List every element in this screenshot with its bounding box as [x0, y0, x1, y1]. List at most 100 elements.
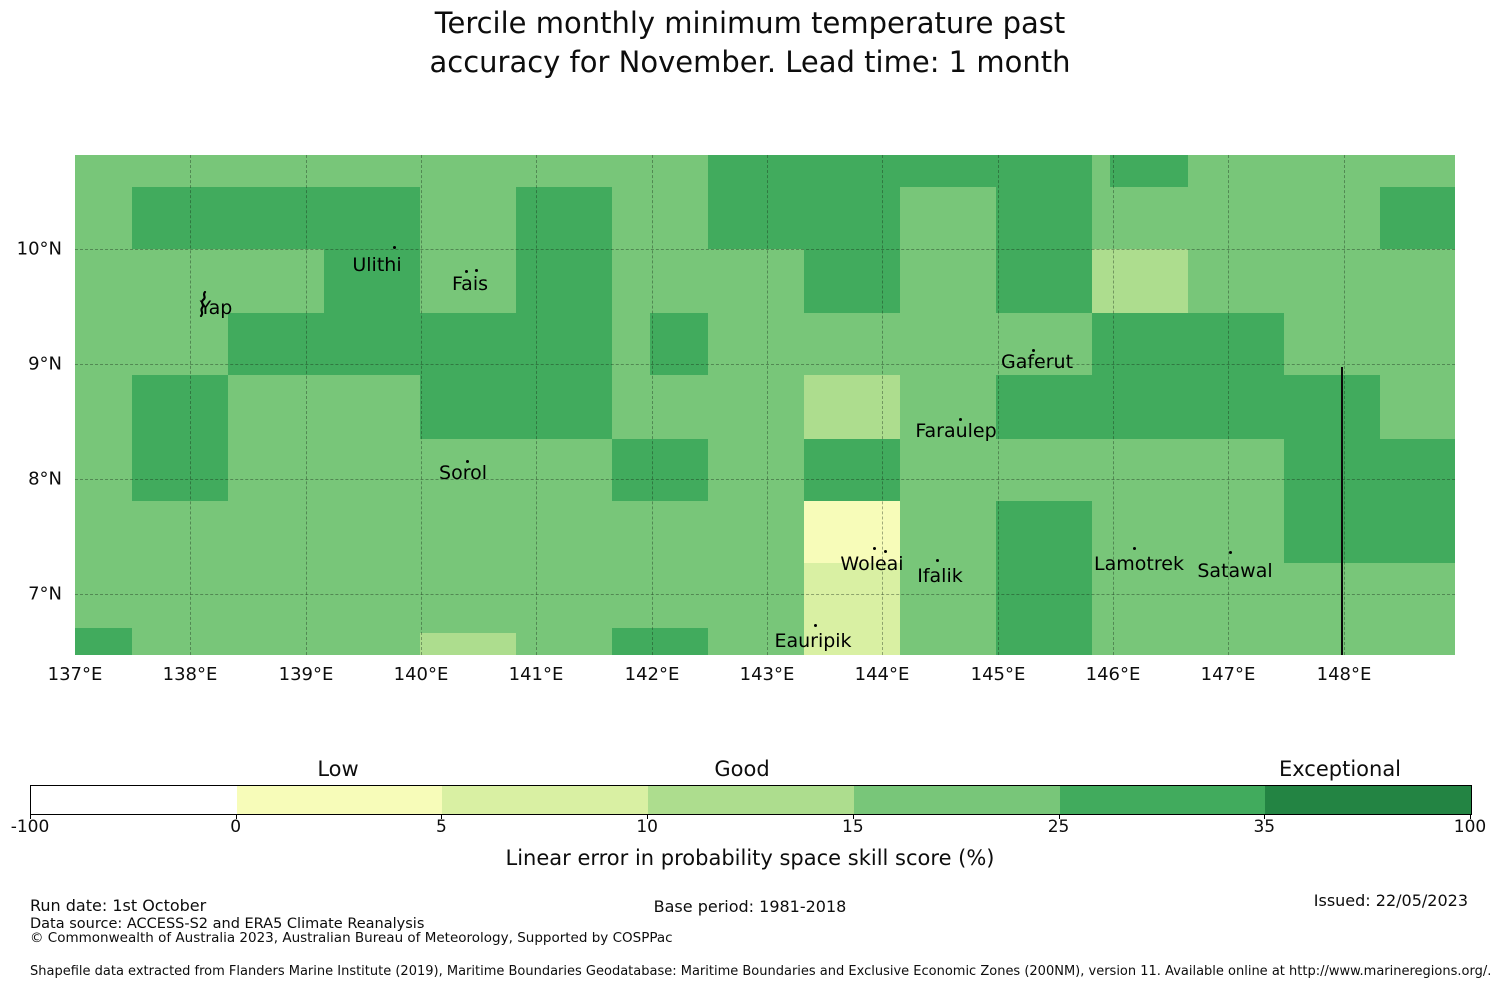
map-cell — [804, 249, 900, 313]
colorbar-segment — [1059, 786, 1266, 814]
issued-text: Issued: 22/05/2023 — [1313, 891, 1468, 910]
map-cell — [1092, 313, 1284, 375]
island-label-fais: Fais — [451, 273, 489, 295]
colorbar-tick-mark — [441, 814, 443, 819]
x-tick-label: 145°E — [970, 664, 1026, 685]
island-dot-eauripik — [814, 624, 817, 627]
x-tick-label: 140°E — [393, 664, 449, 685]
island-label-ulithi: Ulithi — [352, 254, 402, 276]
map-cell — [324, 249, 420, 313]
gridline-vertical — [536, 155, 537, 655]
island-dot-fais — [475, 269, 478, 272]
colorbar-segment — [442, 786, 649, 814]
map-cell — [1380, 187, 1455, 249]
island-dot-lamotrek — [1133, 547, 1136, 550]
map-cell — [132, 187, 420, 249]
colorbar-tick-label: 35 — [1253, 817, 1276, 837]
island-label-lamotrek: Lamotrek — [1094, 553, 1184, 575]
x-tick-label: 144°E — [854, 664, 910, 685]
y-tick-label: 10°N — [16, 238, 62, 260]
map-cell — [420, 375, 612, 439]
map-cell — [804, 439, 900, 501]
map-cell — [708, 155, 900, 249]
colorbar-tick-label: 25 — [1047, 817, 1070, 837]
island-dot-fais — [465, 270, 468, 273]
colorbar-tick-mark — [1470, 814, 1471, 819]
map-cell — [612, 628, 708, 655]
colorbar-tick-label: 15 — [842, 817, 864, 837]
island-label-yap: Yap — [199, 297, 233, 319]
colorbar-segment — [648, 786, 854, 814]
colorbar-tick-mark — [30, 814, 31, 819]
island-label-eauripik: Eauripik — [774, 630, 852, 652]
y-tick-label: 7°N — [28, 583, 62, 605]
gridline-horizontal — [75, 594, 1455, 595]
island-dot-satawal — [1229, 551, 1232, 554]
gridline-horizontal — [75, 249, 1455, 250]
island-label-ifalik: Ifalik — [917, 565, 963, 587]
map-cell — [1092, 249, 1188, 313]
colorbar-tick-label: -100 — [10, 817, 50, 837]
map-cell — [132, 375, 228, 501]
gridline-vertical — [1228, 155, 1229, 655]
colorbar-category-label: Good — [714, 757, 770, 781]
x-tick-label: 147°E — [1200, 664, 1256, 685]
colorbar-tick-mark — [852, 814, 854, 819]
map-cell — [996, 501, 1092, 655]
gridline-vertical — [652, 155, 653, 655]
island-dot-woleai — [873, 547, 876, 550]
colorbar-tick-mark — [1058, 814, 1060, 819]
colorbar-tick-mark — [235, 814, 237, 819]
colorbar-caption: Linear error in probability space skill … — [505, 846, 995, 870]
x-tick-label: 141°E — [508, 664, 564, 685]
x-tick-label: 139°E — [278, 664, 334, 685]
y-tick-label: 8°N — [28, 468, 62, 490]
map-cell — [996, 375, 1380, 439]
colorbar-segment — [236, 786, 443, 814]
y-tick-label: 9°N — [28, 353, 62, 375]
map-cell — [650, 313, 708, 375]
x-tick-label: 146°E — [1085, 664, 1141, 685]
map-cell — [1284, 439, 1455, 563]
map-cell — [228, 313, 612, 375]
map-cell — [612, 439, 708, 501]
colorbar-tick-label: 5 — [436, 817, 447, 837]
shapefile-text: Shapefile data extracted from Flanders M… — [30, 964, 1492, 979]
gridline-vertical — [1113, 155, 1114, 655]
island-label-satawal: Satawal — [1197, 560, 1273, 582]
yap-island-shape — [195, 290, 213, 318]
map-canvas: Yap Ulithi Fais Sorol Gaferut Faraulep Woleai I… — [75, 155, 1455, 655]
map-cell — [900, 155, 996, 187]
colorbar-tick-mark — [647, 814, 649, 819]
map-cell — [75, 628, 132, 655]
colorbar — [30, 785, 1472, 815]
x-tick-label: 148°E — [1316, 664, 1372, 685]
gridline-vertical — [190, 155, 191, 655]
map-cell — [420, 633, 516, 655]
gridline-vertical — [998, 155, 999, 655]
colorbar-tick-label: 10 — [636, 817, 658, 837]
gridline-horizontal — [75, 479, 1455, 480]
base-period-text: Base period: 1981-2018 — [653, 897, 847, 916]
colorbar-segment — [31, 786, 237, 814]
island-dot-faraulep — [959, 418, 962, 421]
chart-title: Tercile monthly minimum temperature past… — [0, 4, 1500, 82]
run-date-text: Run date: 1st October — [30, 896, 207, 915]
eez-boundary-line — [1341, 367, 1343, 655]
island-label-faraulep: Faraulep — [915, 420, 997, 442]
gridline-horizontal — [75, 364, 1455, 365]
gridline-vertical — [421, 155, 422, 655]
gridline-vertical — [767, 155, 768, 655]
x-tick-label: 138°E — [162, 664, 218, 685]
chart-title-line2: accuracy for November. Lead time: 1 mont… — [429, 45, 1071, 79]
colorbar-tick-label: 0 — [230, 817, 242, 837]
colorbar-category-label: Low — [317, 757, 359, 781]
island-label-sorol: Sorol — [439, 462, 487, 484]
x-tick-label: 137°E — [47, 664, 103, 685]
gridline-vertical — [1344, 155, 1345, 655]
colorbar-tick-mark — [1264, 814, 1266, 819]
island-dot-sorol — [466, 460, 469, 463]
island-dot-gaferut — [1032, 349, 1035, 352]
colorbar-segment — [853, 786, 1060, 814]
